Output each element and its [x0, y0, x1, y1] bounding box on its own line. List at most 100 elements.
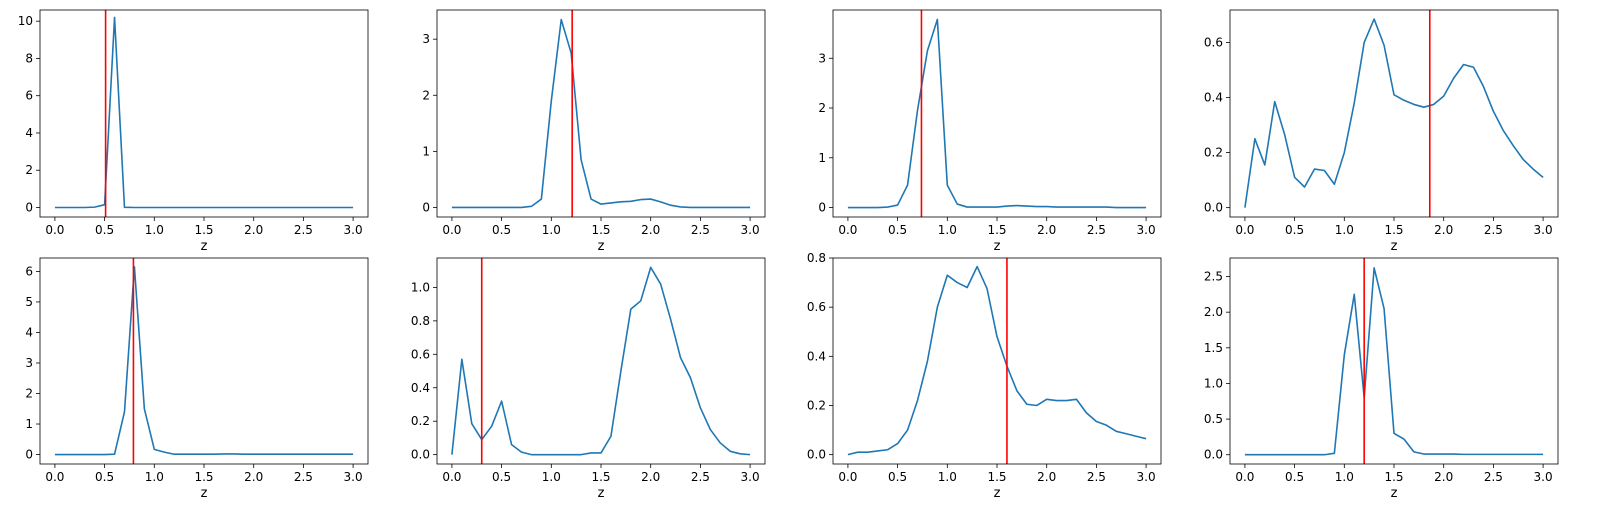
y-tick-label: 0.2 [1204, 146, 1223, 160]
series-line [54, 266, 354, 456]
axes-frame [39, 257, 369, 465]
y-tick-label: 1.0 [1204, 376, 1223, 390]
y-tick-label: 3 [25, 356, 33, 370]
y-tick-label: 0 [818, 201, 826, 215]
x-tick-label: 1.5 [194, 470, 213, 484]
x-tick-label: 1.5 [591, 223, 610, 237]
x-tick-label: 1.0 [542, 223, 561, 237]
x-tick-label: 3.0 [1137, 470, 1156, 484]
x-tick-label: 2.0 [641, 470, 660, 484]
x-tick-label: 2.0 [244, 470, 263, 484]
y-tick-label: 0.5 [1204, 412, 1223, 426]
y-tick-label: 0.6 [807, 300, 826, 314]
x-tick-label: 0.0 [442, 470, 461, 484]
x-tick-label: 1.0 [542, 470, 561, 484]
x-tick-label: 0.0 [45, 223, 64, 237]
axes-frame [1229, 9, 1559, 218]
y-tick-label: 2 [422, 88, 430, 102]
x-axis-label: z [201, 239, 208, 254]
x-tick-label: 0.0 [838, 223, 857, 237]
series-line [847, 18, 1147, 209]
x-tick-label: 2.5 [294, 223, 313, 237]
x-tick-label: 2.0 [244, 223, 263, 237]
x-tick-label: 2.5 [691, 223, 710, 237]
x-tick-label: 1.0 [938, 470, 957, 484]
x-tick-label: 2.0 [641, 223, 660, 237]
y-tick-label: 1 [818, 151, 826, 165]
subplot-7: 0.0 0.5 1.0 1.5 2.0 2.5 3.0 0.0 0.2 0.4 0.6 0.8 z [807, 251, 1162, 501]
series-line [451, 18, 751, 209]
y-tick-label: 10 [18, 14, 33, 28]
series-line [847, 265, 1147, 456]
x-axis-label: z [598, 486, 605, 501]
x-tick-label: 2.0 [1037, 470, 1056, 484]
y-tick-label: 2 [818, 101, 826, 115]
y-tick-label: 0.0 [1204, 201, 1223, 215]
series-line [54, 16, 354, 209]
x-axis-label: z [1391, 486, 1398, 501]
subplot-5: 0.0 0.5 1.0 1.5 2.0 2.5 3.0 0 1 2 3 4 5 6 z [25, 257, 369, 501]
y-tick-label: 4 [25, 126, 33, 140]
y-tick-label: 2.5 [1204, 270, 1223, 284]
axes-frame [436, 9, 766, 218]
x-axis-label: z [994, 239, 1001, 254]
y-tick-label: 8 [25, 51, 33, 65]
x-tick-label: 1.5 [194, 223, 213, 237]
x-tick-label: 2.5 [1087, 470, 1106, 484]
x-tick-label: 0.0 [45, 470, 64, 484]
x-tick-label: 0.5 [492, 223, 511, 237]
y-tick-label: 0.0 [807, 448, 826, 462]
x-tick-label: 1.0 [1335, 470, 1354, 484]
y-tick-label: 0 [25, 200, 33, 214]
y-tick-label: 2 [25, 387, 33, 401]
x-tick-label: 2.0 [1434, 470, 1453, 484]
x-tick-label: 0.5 [1285, 223, 1304, 237]
x-tick-label: 3.0 [344, 223, 363, 237]
subplot-8: 0.0 0.5 1.0 1.5 2.0 2.5 3.0 0.0 0.5 1.0 1.5 2.0 2.5 z [1204, 257, 1559, 501]
x-tick-label: 1.5 [1384, 223, 1403, 237]
x-tick-label: 1.0 [145, 223, 164, 237]
y-tick-label: 0.0 [1204, 448, 1223, 462]
x-tick-label: 0.5 [1285, 470, 1304, 484]
x-tick-label: 0.0 [442, 223, 461, 237]
y-tick-label: 1 [422, 144, 430, 158]
y-tick-label: 3 [422, 32, 430, 46]
subplot-2: 0.0 0.5 1.0 1.5 2.0 2.5 3.0 0 1 2 3 z [422, 9, 766, 254]
series-line [1244, 18, 1544, 208]
x-tick-label: 3.0 [1534, 470, 1553, 484]
x-tick-label: 2.5 [1484, 470, 1503, 484]
x-tick-label: 1.0 [938, 223, 957, 237]
x-tick-label: 1.5 [987, 223, 1006, 237]
x-tick-label: 1.5 [1384, 470, 1403, 484]
axes-frame [39, 9, 369, 218]
y-tick-label: 0.6 [411, 347, 430, 361]
subplot-6: 0.0 0.5 1.0 1.5 2.0 2.5 3.0 0.0 0.2 0.4 0.6 0.8 1.0 z [411, 257, 766, 501]
x-tick-label: 0.5 [492, 470, 511, 484]
x-tick-label: 3.0 [1534, 223, 1553, 237]
x-axis-label: z [201, 486, 208, 501]
x-tick-label: 2.5 [1087, 223, 1106, 237]
subplot-4: 0.0 0.5 1.0 1.5 2.0 2.5 3.0 0.0 0.2 0.4 0.6 z [1204, 9, 1559, 254]
y-tick-label: 1.5 [1204, 341, 1223, 355]
x-tick-label: 0.5 [888, 470, 907, 484]
y-tick-label: 0 [25, 448, 33, 462]
x-tick-label: 2.5 [691, 470, 710, 484]
y-tick-label: 3 [818, 51, 826, 65]
x-tick-label: 1.5 [987, 470, 1006, 484]
y-tick-label: 0.2 [807, 398, 826, 412]
y-tick-label: 6 [25, 264, 33, 278]
axes-frame [436, 257, 766, 465]
x-tick-label: 0.0 [838, 470, 857, 484]
y-tick-label: 0.4 [1204, 91, 1223, 105]
x-tick-label: 1.0 [1335, 223, 1354, 237]
axes-frame [832, 257, 1162, 465]
x-tick-label: 0.0 [1235, 470, 1254, 484]
subplot-3: 0.0 0.5 1.0 1.5 2.0 2.5 3.0 0 1 2 3 z [818, 9, 1162, 254]
y-tick-label: 0.2 [411, 414, 430, 428]
x-tick-label: 3.0 [741, 223, 760, 237]
subplot-1: 0.0 0.5 1.0 1.5 2.0 2.5 3.0 0 2 4 6 8 10 z [18, 9, 369, 254]
x-tick-label: 2.5 [294, 470, 313, 484]
x-tick-label: 3.0 [344, 470, 363, 484]
y-tick-label: 5 [25, 295, 33, 309]
